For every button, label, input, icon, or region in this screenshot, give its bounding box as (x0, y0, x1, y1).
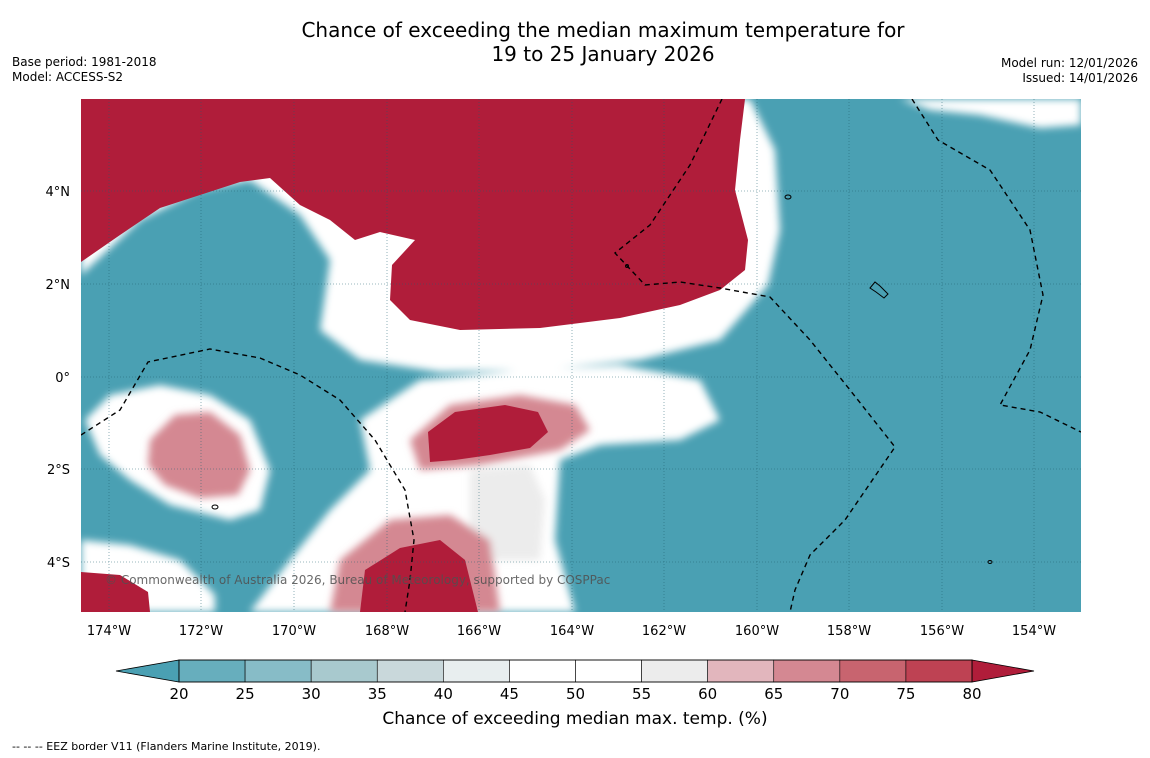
colorbar-tick-label: 55 (632, 685, 651, 700)
eez-border-west (81, 348, 415, 612)
island-shape (987, 560, 993, 564)
lon-label: 162°W (642, 624, 686, 639)
map-title: Chance of exceeding the median maximum t… (0, 18, 1150, 66)
above-median-region-south (360, 540, 478, 612)
lon-label: 156°W (920, 624, 964, 639)
colorbar-cell (509, 659, 576, 683)
colorbar-cell (244, 659, 312, 683)
eez-legend-note: -- -- -- EEZ border V11 (Flanders Marine… (12, 740, 321, 753)
colorbar-tick-label: 20 (169, 685, 188, 700)
colorbar-tick-label: 25 (236, 685, 255, 700)
title-line-1: Chance of exceeding the median maximum t… (301, 18, 905, 42)
probability-field: © Commonwealth of Australia 2026, Bureau… (81, 99, 1081, 612)
pink-patch-central (470, 465, 545, 560)
lon-label: 158°W (827, 624, 871, 639)
model-name: Model: ACCESS-S2 (12, 70, 124, 84)
lon-label: 172°W (179, 624, 223, 639)
colorbar-cell (310, 659, 378, 683)
colorbar-cell (773, 659, 841, 683)
lat-label: 2°N (46, 278, 71, 293)
above-median-region-southwest (81, 572, 150, 612)
colorbar-low-arrow (115, 659, 180, 683)
lat-label: 4°S (47, 556, 70, 571)
islands (211, 194, 993, 564)
longitude-labels: 174°W 172°W 170°W 168°W 166°W 164°W 162°… (87, 624, 1056, 639)
above-median-region-equatorial (428, 405, 548, 462)
lat-label: 0° (55, 371, 70, 386)
lon-label: 164°W (550, 624, 594, 639)
lon-label: 154°W (1012, 624, 1056, 639)
lon-label: 168°W (365, 624, 409, 639)
issued-date: Issued: 14/01/2026 (1022, 71, 1138, 85)
colorbar-tick-label: 65 (764, 685, 783, 700)
pink-patch-west (148, 412, 250, 498)
colorbar-cell (905, 659, 973, 683)
colorbar-tick-label: 50 (566, 685, 585, 700)
colorbar-cell (443, 659, 510, 683)
colorbar-tick-label: 80 (962, 685, 981, 700)
colorbar-cells (178, 659, 973, 683)
lat-label: 2°S (47, 463, 70, 478)
title-line-2: 19 to 25 January 2026 (491, 42, 715, 66)
colorbar-tick-label: 40 (434, 685, 453, 700)
colorbar-cell (575, 659, 642, 683)
latitude-labels: 4°N 2°N 0° 2°S 4°S (46, 185, 71, 571)
lon-label: 160°W (735, 624, 779, 639)
island-shape (784, 194, 792, 200)
island-shape (211, 504, 219, 510)
colorbar-tick-label: 75 (896, 685, 915, 700)
colorbar-high-arrow (971, 659, 1035, 683)
colorbar-tick-label: 60 (698, 685, 717, 700)
eez-borders (81, 99, 1081, 612)
colorbar-cell (641, 659, 708, 683)
colorbar-cell (376, 659, 444, 683)
lat-label: 4°N (46, 185, 71, 200)
copyright-notice: © Commonwealth of Australia 2026, Bureau… (105, 573, 610, 587)
neutral-band-northeast (900, 99, 1081, 128)
lon-label: 174°W (87, 624, 131, 639)
colorbar-frame (178, 659, 973, 683)
colorbar-cell (839, 659, 907, 683)
colorbar-tick-label: 45 (500, 685, 519, 700)
model-run: Model run: 12/01/2026 (1000, 56, 1138, 70)
colorbar: 20 25 30 35 40 45 50 55 60 65 70 75 80 (115, 659, 1035, 700)
base-period: Base period: 1981-2018 (12, 55, 157, 69)
lon-label: 166°W (457, 624, 501, 639)
above-median-region-north (81, 99, 748, 330)
model-info: Base period: 1981-2018 Model: ACCESS-S2 (12, 55, 157, 85)
eez-border-north (613, 99, 896, 612)
colorbar-label: Chance of exceeding median max. temp. (%… (382, 709, 768, 729)
colorbar-tick-label: 30 (302, 685, 321, 700)
forecast-map: © Commonwealth of Australia 2026, Bureau… (46, 99, 1081, 700)
colorbar-cell (178, 659, 246, 683)
colorbar-cell (707, 659, 775, 683)
run-info: Model run: 12/01/2026 Issued: 14/01/2026 (1001, 56, 1138, 86)
colorbar-tick-label: 35 (368, 685, 387, 700)
island-shape (625, 264, 629, 268)
lon-label: 170°W (272, 624, 316, 639)
island-shape (869, 281, 889, 299)
colorbar-tick-label: 70 (830, 685, 849, 700)
colorbar-ticks: 20 25 30 35 40 45 50 55 60 65 70 75 80 (169, 685, 981, 700)
eez-border-east (911, 99, 1081, 433)
